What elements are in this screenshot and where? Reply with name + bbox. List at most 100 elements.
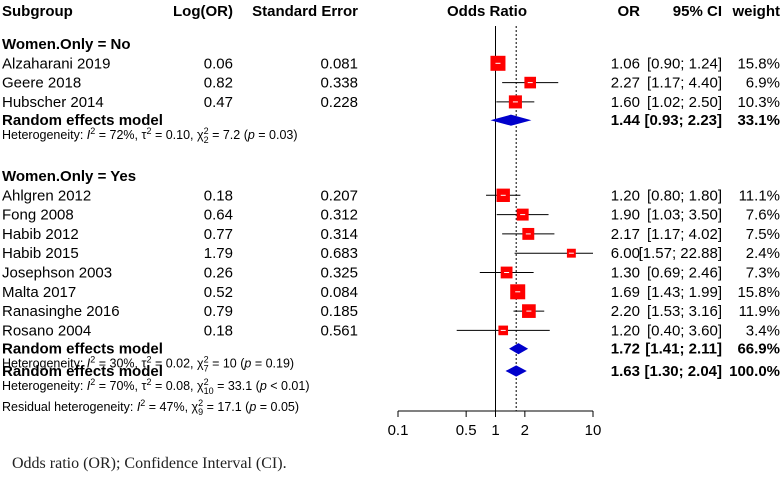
het-p: p — [248, 400, 256, 414]
het-i: I — [87, 128, 91, 142]
model-ci: [1.30; 2.04] — [644, 363, 722, 380]
het-sup: 2 — [90, 355, 95, 365]
het-p: p — [243, 357, 251, 371]
model-weight: 100.0% — [729, 363, 780, 380]
model-or: 1.44 — [611, 112, 641, 129]
het-chi: χ — [197, 128, 204, 142]
study-or: 6.00 — [611, 245, 640, 262]
study-or: 1.20 — [611, 322, 640, 339]
het-i2-value: = 47%, — [145, 400, 191, 414]
x-tick-label: 2 — [521, 422, 529, 439]
model-ci: [1.41; 2.11] — [645, 341, 722, 358]
study-name: Geere 2018 — [2, 75, 81, 92]
het-tau: τ — [142, 379, 147, 393]
study-weight: 11.1% — [739, 187, 780, 204]
study-weight: 3.4% — [746, 322, 780, 339]
het-p: p — [247, 128, 255, 142]
study-name: Fong 2008 — [2, 207, 74, 224]
study-standard-error: 0.185 — [320, 303, 358, 320]
het-sup: 2 — [204, 355, 209, 365]
group-label: Women.Only = Yes — [2, 168, 136, 185]
study-name: Ranasinghe 2016 — [2, 303, 120, 320]
het-sup: 2 — [204, 377, 209, 387]
study-or: 1.69 — [611, 284, 640, 301]
heterogeneity-text: Residual heterogeneity: I2 = 47%, χ2 9 = … — [2, 398, 299, 417]
het-q-value: = 17.1 ( — [203, 400, 250, 414]
model-ci: [0.93; 2.23] — [644, 112, 722, 129]
study-or: 1.06 — [611, 55, 640, 72]
study-ci: [1.57; 22.88] — [639, 245, 722, 262]
table-rows: Women.Only = No Alzaharani 2019 0.06 0.081 1… — [2, 36, 780, 417]
het-i: I — [87, 379, 91, 393]
study-log-or: 0.18 — [204, 322, 233, 339]
study-name: Hubscher 2014 — [2, 94, 104, 111]
study-standard-error: 0.312 — [320, 207, 358, 224]
x-tick-label: 10 — [585, 422, 602, 439]
het-tau2-value: = 0.10, — [151, 128, 197, 142]
study-log-or: 0.64 — [204, 207, 233, 224]
het-sup: 2 — [90, 126, 95, 136]
het-sup: 2 — [146, 126, 151, 136]
study-ci: [1.53; 3.16] — [647, 303, 722, 320]
header-weight: weight — [732, 3, 781, 20]
study-ci: [0.90; 1.24] — [647, 55, 722, 72]
study-weight: 7.3% — [746, 265, 780, 282]
study-weight: 7.6% — [746, 207, 780, 224]
study-ci: [0.80; 1.80] — [647, 187, 722, 204]
model-label: Random effects model — [2, 363, 163, 380]
het-i2-value: = 70%, — [95, 379, 141, 393]
het-chi: χ — [192, 400, 199, 414]
model-or: 1.72 — [611, 341, 640, 358]
het-sup: 2 — [90, 377, 95, 387]
header-or: OR — [618, 3, 641, 20]
het-p-value: = 0.03) — [255, 128, 298, 142]
study-name: Ahlgren 2012 — [2, 187, 91, 204]
study-log-or: 0.18 — [204, 187, 233, 204]
het-p-value: = 0.05) — [256, 400, 299, 414]
figure-caption: Odds ratio (OR); Confidence Interval (CI… — [12, 455, 287, 472]
het-chi: χ — [197, 379, 204, 393]
het-sup: 2 — [198, 398, 203, 408]
het-label: Heterogeneity: — [2, 379, 87, 393]
study-name: Alzaharani 2019 — [2, 55, 110, 72]
study-name: Josephson 2003 — [2, 265, 112, 282]
study-standard-error: 0.081 — [320, 55, 358, 72]
x-tick-label: 1 — [491, 422, 499, 439]
het-p-value: < 0.01) — [267, 379, 310, 393]
header-standard-error: Standard Error — [252, 3, 358, 20]
study-name: Habib 2015 — [2, 245, 79, 262]
study-weight: 15.8% — [737, 284, 780, 301]
group-label: Women.Only = No — [2, 36, 131, 53]
het-sup: 2 — [140, 398, 145, 408]
het-i2-value: = 30%, — [95, 357, 141, 371]
header-ci: 95% CI — [673, 3, 722, 20]
x-tick-label: 0.1 — [388, 422, 409, 439]
header-subgroup: Subgroup — [2, 3, 73, 20]
study-log-or: 1.79 — [204, 245, 233, 262]
study-or: 1.30 — [611, 265, 640, 282]
study-log-or: 0.77 — [204, 226, 233, 243]
summary-diamond — [505, 365, 527, 377]
study-standard-error: 0.561 — [320, 322, 358, 339]
study-standard-error: 0.314 — [320, 226, 358, 243]
het-q-value: = 10 ( — [209, 357, 246, 371]
het-i2-value: = 72%, — [95, 128, 141, 142]
study-ci: [1.17; 4.40] — [647, 75, 722, 92]
study-log-or: 0.26 — [204, 265, 233, 282]
het-df: 10 — [204, 386, 214, 396]
het-p: p — [259, 379, 267, 393]
study-weight: 6.9% — [746, 75, 780, 92]
study-or: 2.20 — [611, 303, 640, 320]
heterogeneity-text: Heterogeneity: I2 = 72%, τ2 = 0.10, χ2 2 … — [2, 126, 298, 145]
header-row: Subgroup Log(OR) Standard Error Odds Rat… — [2, 3, 780, 20]
forest-plot: Subgroup Log(OR) Standard Error Odds Rat… — [2, 3, 780, 439]
study-name: Habib 2012 — [2, 226, 79, 243]
study-or: 1.60 — [611, 94, 640, 111]
heterogeneity-text: Heterogeneity: I2 = 30%, τ2 = 0.02, χ2 7 … — [2, 355, 294, 374]
study-standard-error: 0.084 — [320, 284, 358, 301]
study-or: 1.90 — [611, 207, 640, 224]
study-weight: 7.5% — [746, 226, 780, 243]
study-log-or: 0.47 — [204, 94, 233, 111]
het-df: 2 — [204, 135, 209, 145]
study-log-or: 0.82 — [204, 75, 233, 92]
